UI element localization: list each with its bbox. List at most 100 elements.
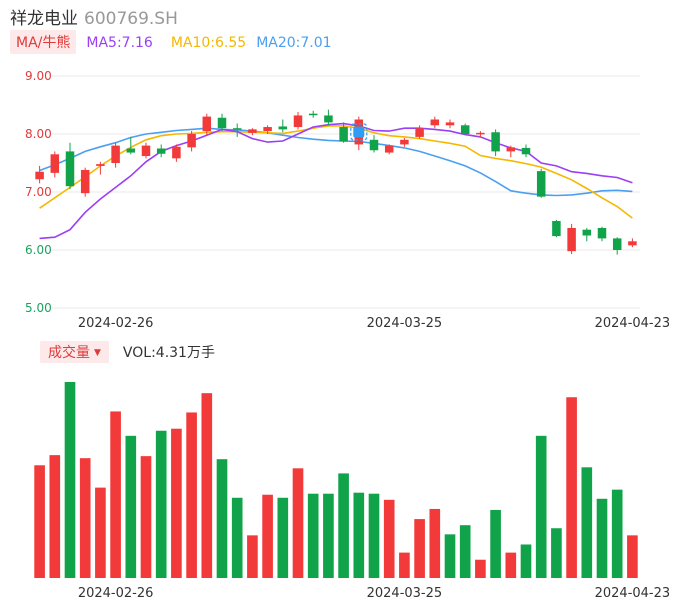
candle-body [369, 139, 379, 151]
y-tick-label: 5.00 [25, 301, 52, 315]
candle [80, 167, 90, 197]
volume-bar [307, 493, 319, 578]
volume-bar [505, 552, 517, 578]
volume-bar [140, 456, 152, 578]
volume-bar [338, 473, 349, 578]
candle-body [506, 147, 516, 152]
volume-legend: 成交量 ▼ VOL:4.31万手 [40, 341, 215, 363]
candle [278, 119, 288, 133]
candle [552, 219, 561, 238]
candle-body [65, 151, 75, 187]
highlight-marker [350, 123, 368, 141]
volume-bar [353, 492, 365, 578]
candle [141, 142, 151, 159]
candle-body [111, 145, 120, 163]
candle [369, 135, 379, 153]
y-tick-label: 6.00 [25, 243, 52, 257]
volume-bar [459, 525, 471, 578]
volume-bar [186, 412, 197, 578]
volume-bar [535, 435, 547, 578]
stock-name: 祥龙电业 [10, 9, 78, 29]
ma-indicator-button[interactable]: MA/牛熊 [10, 30, 77, 54]
candle-body [536, 171, 546, 197]
y-tick-label: 8.00 [25, 127, 52, 141]
highlight-frame [350, 123, 368, 141]
x-tick-label: 2024-03-25 [367, 586, 443, 601]
candle-body [35, 171, 44, 180]
candle [445, 119, 455, 129]
y-tick-label: 7.00 [25, 185, 52, 199]
candle [582, 227, 592, 242]
volume-bar [551, 528, 562, 578]
volume-bar [475, 559, 486, 578]
volume-bar [155, 430, 167, 578]
candle [491, 129, 500, 157]
candle [324, 109, 333, 126]
candle [96, 161, 105, 175]
candle [339, 122, 348, 143]
ma10-line [39, 125, 633, 219]
y-tick-label: 9.00 [25, 69, 52, 83]
volume-bar [596, 498, 608, 578]
volume-bar [323, 493, 334, 578]
price-grid [52, 75, 640, 309]
candle-body [430, 119, 440, 126]
candle-body [491, 132, 500, 152]
volume-indicator-button[interactable]: 成交量 ▼ [40, 341, 109, 363]
volume-bar [414, 519, 425, 578]
x-tick-label: 2024-03-25 [367, 316, 443, 331]
candle-body [248, 129, 257, 133]
candle [460, 123, 470, 136]
candle [521, 144, 531, 158]
volume-bar [399, 552, 410, 578]
volume-bar [247, 535, 258, 578]
candle-body [400, 139, 409, 145]
candle [202, 113, 212, 136]
volume-bar [611, 489, 623, 578]
x-tick-label: 2024-02-26 [78, 316, 154, 331]
candle-body [597, 227, 607, 239]
candle [597, 226, 607, 242]
moving-average-lines [39, 122, 633, 240]
candle [476, 131, 485, 137]
candlesticks [35, 109, 637, 255]
ma10-legend: MA10:6.55 [170, 35, 247, 51]
candle [35, 165, 44, 184]
candle-body [612, 238, 622, 250]
candle-body [460, 125, 470, 134]
candle-body [80, 169, 90, 194]
candle [293, 111, 303, 130]
candle [248, 128, 257, 136]
candle [232, 123, 242, 137]
candle-body [278, 126, 288, 130]
candle-body [567, 227, 576, 252]
candle-body [476, 132, 485, 135]
volume-indicator-label: 成交量 [48, 345, 90, 361]
volume-bar [520, 544, 532, 578]
candle [263, 125, 272, 134]
candle-body [552, 221, 561, 237]
candle [506, 145, 516, 158]
candle [308, 110, 318, 118]
candle [50, 151, 60, 178]
candle [430, 116, 440, 129]
candle [628, 238, 637, 248]
candle-body [628, 241, 637, 246]
candle-body [141, 145, 151, 157]
candle-body [126, 148, 136, 153]
volume-bar [125, 435, 137, 578]
x-tick-label: 2024-04-23 [595, 316, 671, 331]
candle-body [172, 146, 181, 159]
candle-body [50, 154, 60, 173]
ma-legend: MA/牛熊 MA5:7.16 MA10:6.55 MA20:7.01 [10, 30, 332, 54]
volume-bar [110, 411, 121, 578]
volume-bar [277, 497, 289, 578]
ma20-legend: MA20:7.01 [256, 35, 332, 51]
candle-body [232, 128, 242, 130]
ma20-line [39, 127, 633, 197]
candle-body [521, 147, 531, 155]
candle-body [339, 127, 348, 142]
candle [567, 223, 576, 255]
x-tick-label: 2024-02-26 [78, 586, 154, 601]
